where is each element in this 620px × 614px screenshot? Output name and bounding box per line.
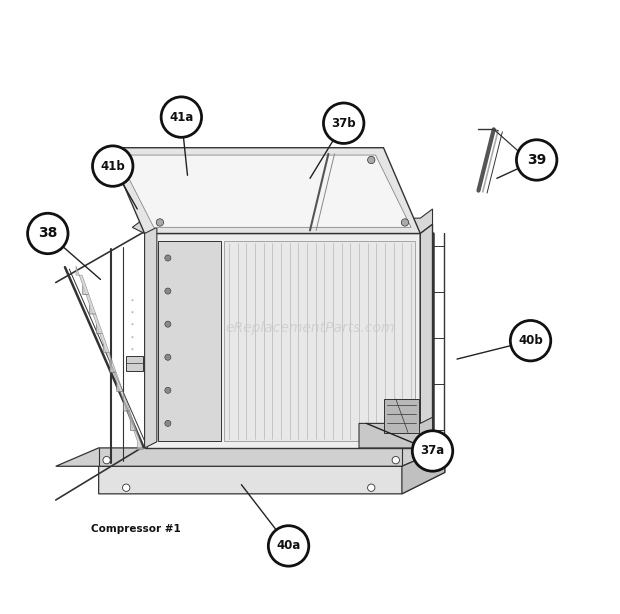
- Circle shape: [165, 288, 171, 294]
- Circle shape: [120, 157, 127, 164]
- Circle shape: [268, 526, 309, 566]
- Circle shape: [103, 456, 110, 464]
- Circle shape: [27, 213, 68, 254]
- Polygon shape: [56, 448, 445, 466]
- Polygon shape: [90, 305, 102, 333]
- Circle shape: [156, 219, 164, 226]
- Circle shape: [516, 140, 557, 180]
- Circle shape: [165, 255, 171, 261]
- Text: *: *: [131, 323, 134, 328]
- Polygon shape: [130, 421, 143, 449]
- Polygon shape: [132, 209, 433, 233]
- Polygon shape: [117, 155, 411, 227]
- Circle shape: [392, 456, 399, 464]
- Circle shape: [368, 484, 375, 491]
- Circle shape: [92, 146, 133, 186]
- Text: *: *: [131, 348, 134, 352]
- Circle shape: [165, 321, 171, 327]
- Circle shape: [123, 484, 130, 491]
- Polygon shape: [144, 233, 420, 448]
- Polygon shape: [123, 402, 136, 430]
- Polygon shape: [83, 286, 95, 314]
- Text: 40b: 40b: [518, 334, 543, 347]
- Polygon shape: [108, 148, 420, 233]
- Text: 39: 39: [527, 153, 546, 167]
- Polygon shape: [117, 383, 130, 411]
- Circle shape: [165, 354, 171, 360]
- Text: *: *: [131, 298, 134, 303]
- Polygon shape: [384, 399, 419, 433]
- Text: 37b: 37b: [331, 117, 356, 130]
- Text: 41b: 41b: [100, 160, 125, 173]
- Polygon shape: [96, 324, 109, 352]
- Text: *: *: [131, 311, 134, 316]
- Polygon shape: [110, 363, 123, 392]
- Polygon shape: [359, 418, 433, 448]
- Polygon shape: [420, 224, 433, 448]
- Text: 41a: 41a: [169, 111, 193, 123]
- Polygon shape: [224, 241, 415, 441]
- Polygon shape: [99, 448, 445, 494]
- Circle shape: [165, 387, 171, 394]
- Polygon shape: [126, 356, 143, 371]
- Circle shape: [324, 103, 364, 144]
- Text: 37a: 37a: [420, 445, 445, 457]
- Circle shape: [401, 219, 409, 226]
- Polygon shape: [158, 241, 221, 441]
- Circle shape: [510, 321, 551, 361]
- Circle shape: [412, 431, 453, 471]
- Polygon shape: [103, 344, 116, 372]
- Text: eReplacementParts.com: eReplacementParts.com: [225, 322, 395, 335]
- Polygon shape: [76, 266, 89, 295]
- Polygon shape: [144, 227, 157, 448]
- Text: 40a: 40a: [277, 540, 301, 553]
- Text: *: *: [131, 335, 134, 340]
- Polygon shape: [402, 448, 445, 494]
- Text: 38: 38: [38, 227, 58, 241]
- Circle shape: [368, 157, 375, 164]
- Circle shape: [165, 421, 171, 427]
- Text: Compressor #1: Compressor #1: [91, 524, 180, 534]
- Circle shape: [161, 97, 202, 138]
